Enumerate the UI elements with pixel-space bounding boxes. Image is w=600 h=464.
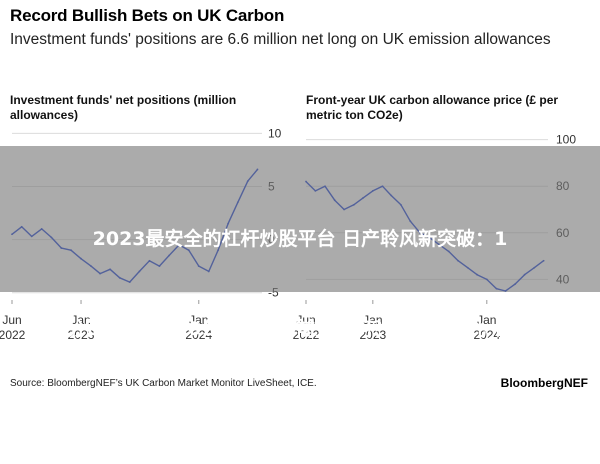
promo-overlay-line: 2023最安全的杠杆炒股平台 日产聆风新突破：1 bbox=[92, 228, 508, 250]
price-x-tick-year: 2022 bbox=[293, 328, 320, 342]
page-title: Record Bullish Bets on UK Carbon bbox=[10, 6, 285, 25]
positions-y-tick-label: 10 bbox=[268, 126, 282, 140]
positions-x-tick-year: 2023 bbox=[68, 328, 95, 342]
page-subtitle: Investment funds' positions are 6.6 mill… bbox=[10, 31, 551, 48]
positions-chart-title: Investment funds' net positions (million… bbox=[10, 93, 237, 122]
price-y-tick-label: 100 bbox=[556, 133, 576, 147]
promo-overlay-line: 分钟充能跑250公里，市场前景如何？_充电_事儿_的设 bbox=[66, 318, 534, 340]
positions-x-tick-year: 2024 bbox=[185, 328, 212, 342]
source-note: Source: BloombergNEF’s UK Carbon Market … bbox=[10, 378, 317, 389]
promo-overlay-band bbox=[0, 146, 600, 292]
price-x-tick-month: Jan bbox=[477, 313, 496, 327]
promo-overlay-line: 儿_的设计 bbox=[257, 408, 343, 430]
promo-overlay-text: 2023最安全的杠杆炒股平台 日产聆风新突破：1 分钟充能跑250公里，市场前景… bbox=[0, 164, 600, 464]
positions-x-tick-year: 2022 bbox=[0, 328, 26, 342]
price-chart-title: Front-year UK carbon allowance price (£ … bbox=[306, 93, 559, 122]
price-x-tick-year: 2023 bbox=[359, 328, 386, 342]
positions-y-tick-label: -5 bbox=[268, 286, 279, 300]
positions-x-tick-month: Jun bbox=[2, 313, 21, 327]
price-x-tick-year: 2024 bbox=[473, 328, 500, 342]
price-x-tick-month: Jan bbox=[363, 313, 382, 327]
positions-x-tick-month: Jan bbox=[189, 313, 208, 327]
price-x-tick-month: Jun bbox=[296, 313, 315, 327]
positions-x-tick-month: Jan bbox=[71, 313, 90, 327]
bloombergnef-logo: BloombergNEF bbox=[500, 376, 588, 390]
